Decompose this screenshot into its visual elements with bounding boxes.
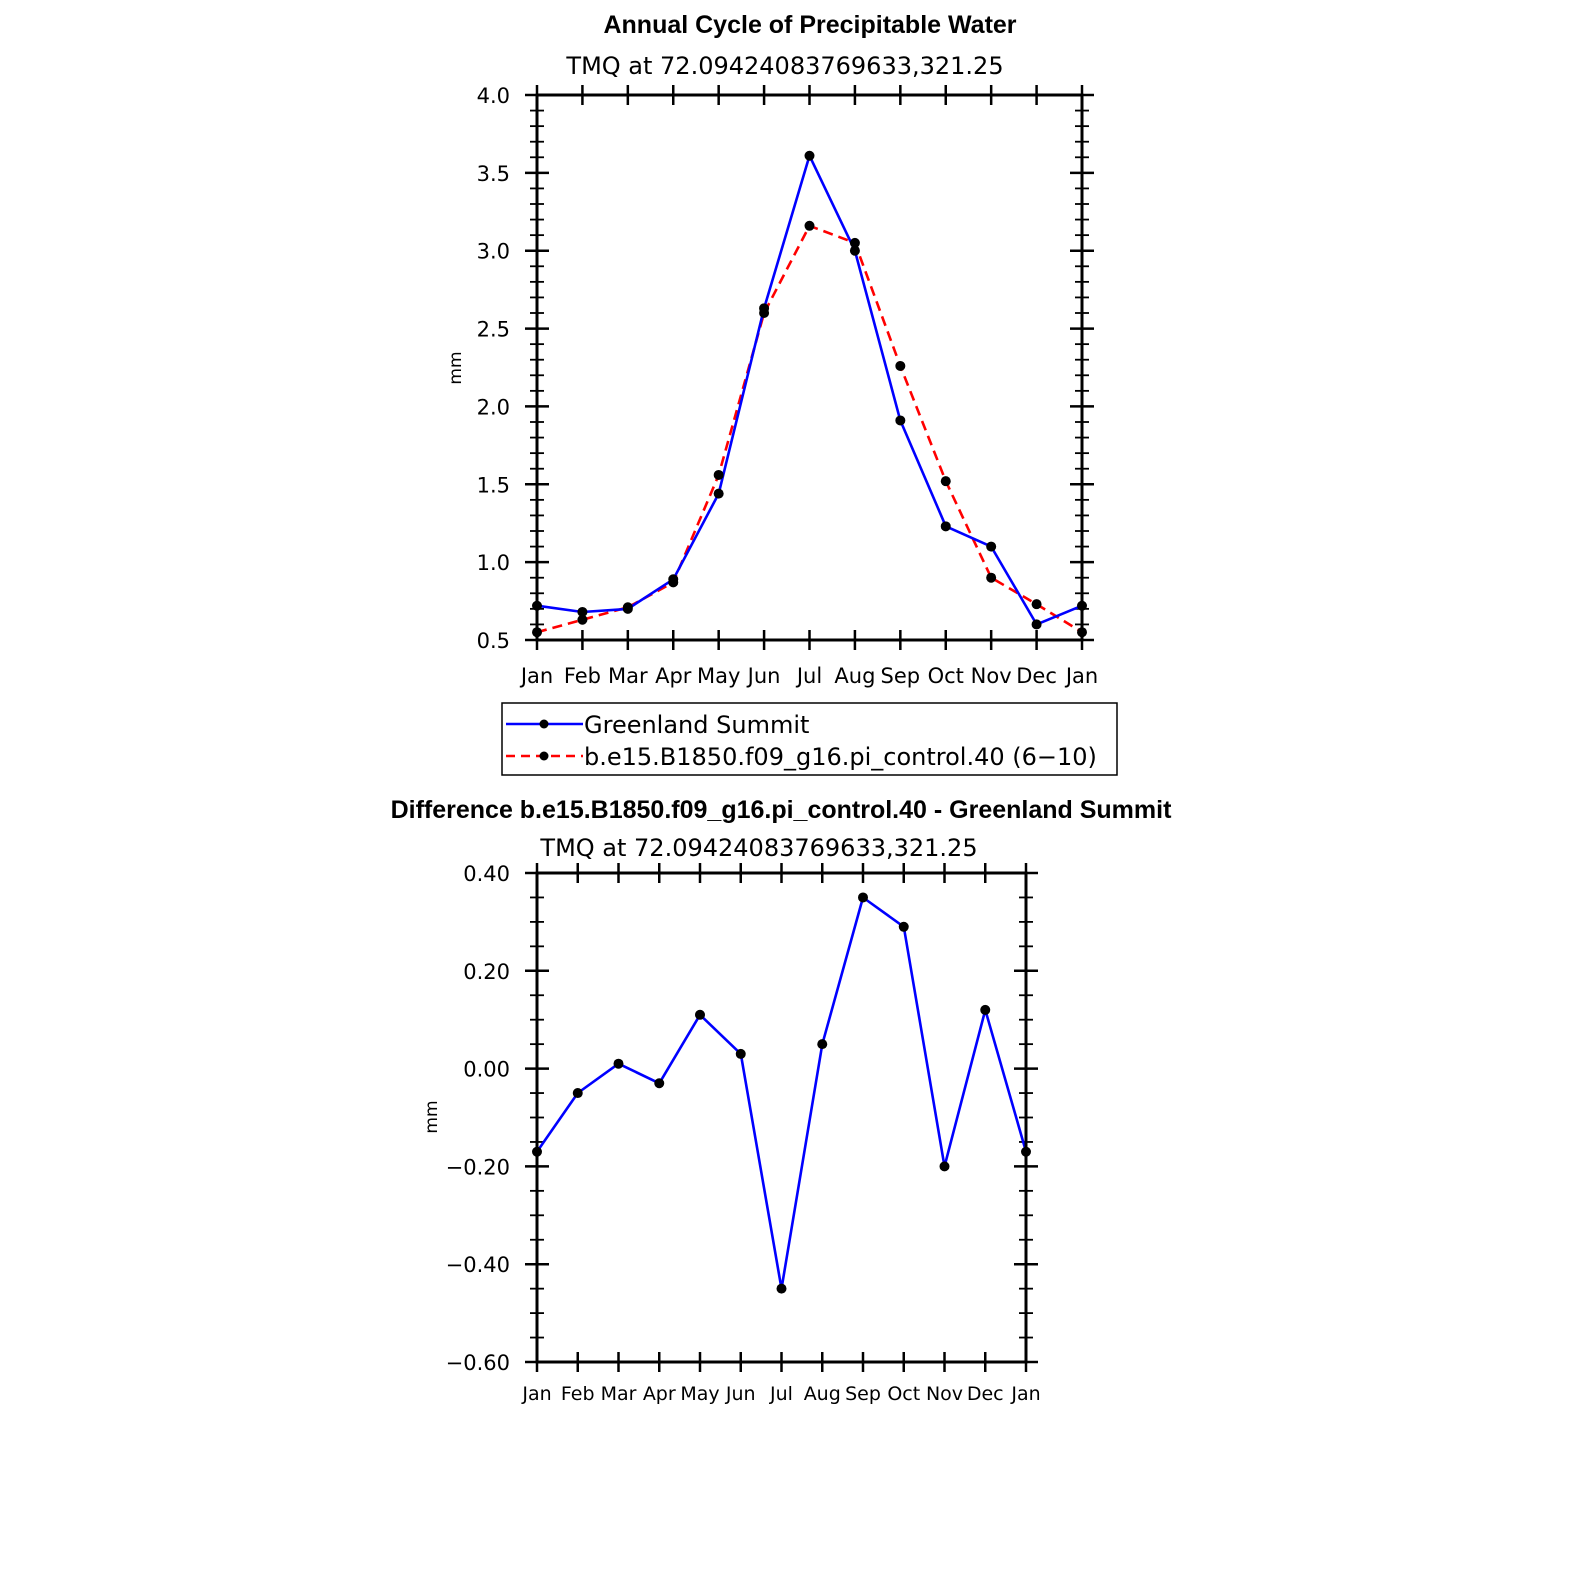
x-tick-label: Feb bbox=[564, 664, 601, 688]
data-point-series-1 bbox=[735, 1048, 746, 1059]
data-point-series-1 bbox=[849, 245, 860, 256]
data-point-series-2 bbox=[1031, 599, 1042, 610]
x-tick-label: Oct bbox=[887, 1383, 920, 1405]
x-tick-label: Mar bbox=[608, 664, 648, 688]
legend-label-series2: b.e15.B1850.f09_g16.pi_control.40 (6−10) bbox=[584, 743, 1097, 771]
data-point-series-1 bbox=[1031, 619, 1042, 630]
x-tick-label: Jul bbox=[795, 664, 822, 688]
y-tick-label: 0.00 bbox=[463, 1058, 510, 1082]
x-tick-label: Apr bbox=[655, 664, 692, 688]
data-point-series-2 bbox=[622, 602, 633, 613]
data-point-series-1 bbox=[986, 541, 997, 552]
x-tick-label: Nov bbox=[971, 664, 1012, 688]
data-point-series-2 bbox=[986, 572, 997, 583]
annual-cycle-chart: Annual Cycle of Precipitable Water TMQ a… bbox=[446, 11, 1118, 776]
x-tick-label: Dec bbox=[967, 1383, 1004, 1405]
y-tick-label: 1.5 bbox=[477, 473, 510, 497]
data-point-series-1 bbox=[572, 1088, 583, 1099]
series-line-1 bbox=[535, 896, 1028, 1290]
y-tick-label: −0.60 bbox=[446, 1351, 510, 1375]
data-point-series-1 bbox=[776, 1283, 787, 1294]
series-line-2 bbox=[536, 224, 1083, 634]
x-tick-label: Sep bbox=[881, 664, 921, 688]
x-tick-label: Aug bbox=[804, 1383, 841, 1405]
y-tick-label: 0.20 bbox=[463, 960, 510, 984]
data-point-series-1 bbox=[804, 150, 815, 161]
data-point-series-1 bbox=[577, 606, 588, 617]
chart1-ylabel: mm bbox=[446, 351, 466, 384]
x-tick-label: May bbox=[697, 664, 740, 688]
data-point-series-1 bbox=[858, 892, 868, 903]
data-point-series-2 bbox=[577, 614, 588, 625]
data-point-series-1 bbox=[713, 488, 724, 499]
data-point-series-1 bbox=[613, 1058, 624, 1069]
data-point-series-2 bbox=[940, 476, 951, 487]
chart1-title: Annual Cycle of Precipitable Water bbox=[603, 11, 1016, 39]
x-tick-label: Dec bbox=[1016, 664, 1057, 688]
chart2-subtitle: TMQ at 72.09424083769633,321.25 bbox=[539, 834, 977, 862]
data-point-series-1 bbox=[695, 1009, 705, 1020]
data-point-series-2 bbox=[668, 577, 679, 588]
y-tick-label: 4.0 bbox=[477, 84, 510, 108]
chart1-plot-frame bbox=[535, 93, 1084, 642]
data-point-series-1 bbox=[940, 521, 951, 532]
chart2-title: Difference b.e15.B1850.f09_g16.pi_contro… bbox=[391, 796, 1173, 824]
y-tick-label: −0.40 bbox=[446, 1253, 510, 1277]
data-point-series-1 bbox=[939, 1161, 950, 1172]
data-point-series-1 bbox=[817, 1039, 828, 1050]
x-tick-label: May bbox=[680, 1383, 719, 1405]
chart2-plot-frame bbox=[535, 871, 1028, 1364]
chart1-legend: Greenland Summit b.e15.B1850.f09_g16.pi_… bbox=[501, 702, 1118, 776]
data-point-series-1 bbox=[980, 1004, 991, 1015]
y-tick-label: 0.5 bbox=[477, 629, 510, 653]
data-point-series-1 bbox=[895, 415, 906, 426]
x-tick-label: Jun bbox=[725, 1383, 756, 1405]
x-tick-label: Sep bbox=[845, 1383, 881, 1405]
chart1-subtitle: TMQ at 72.09424083769633,321.25 bbox=[565, 52, 1003, 80]
legend-marker-series2 bbox=[539, 751, 549, 761]
x-tick-label: Jan bbox=[1064, 664, 1098, 688]
x-tick-label: Oct bbox=[928, 664, 964, 688]
y-tick-label: 1.0 bbox=[477, 551, 510, 575]
y-tick-label: −0.20 bbox=[446, 1155, 510, 1179]
x-tick-label: Jan bbox=[519, 664, 553, 688]
data-point-series-2 bbox=[849, 237, 860, 248]
data-point-series-2 bbox=[895, 360, 906, 371]
y-tick-label: 2.5 bbox=[477, 318, 510, 342]
data-point-series-2 bbox=[804, 220, 815, 231]
chart2-ylabel: mm bbox=[422, 1100, 442, 1133]
data-point-series-2 bbox=[759, 308, 770, 318]
y-tick-label: 3.0 bbox=[477, 240, 510, 264]
x-tick-label: Aug bbox=[834, 664, 875, 688]
y-tick-label: 0.40 bbox=[463, 862, 510, 886]
x-tick-label: Mar bbox=[601, 1383, 637, 1405]
x-tick-label: Jan bbox=[1010, 1383, 1040, 1405]
x-tick-label: Jul bbox=[769, 1383, 793, 1405]
legend-marker-series1 bbox=[539, 719, 549, 729]
legend-label-series1: Greenland Summit bbox=[584, 711, 809, 739]
x-tick-label: Apr bbox=[643, 1383, 676, 1405]
y-tick-label: 3.5 bbox=[477, 162, 510, 186]
x-tick-label: Jan bbox=[521, 1383, 551, 1405]
legend-box bbox=[501, 702, 1118, 776]
x-tick-label: Jun bbox=[746, 664, 781, 688]
data-point-series-2 bbox=[713, 469, 724, 480]
data-point-series-1 bbox=[898, 921, 909, 932]
y-tick-label: 2.0 bbox=[477, 395, 510, 419]
x-tick-label: Nov bbox=[926, 1383, 963, 1405]
data-point-series-1 bbox=[654, 1078, 665, 1089]
difference-chart: Difference b.e15.B1850.f09_g16.pi_contro… bbox=[391, 796, 1173, 1405]
x-tick-label: Feb bbox=[561, 1383, 595, 1405]
